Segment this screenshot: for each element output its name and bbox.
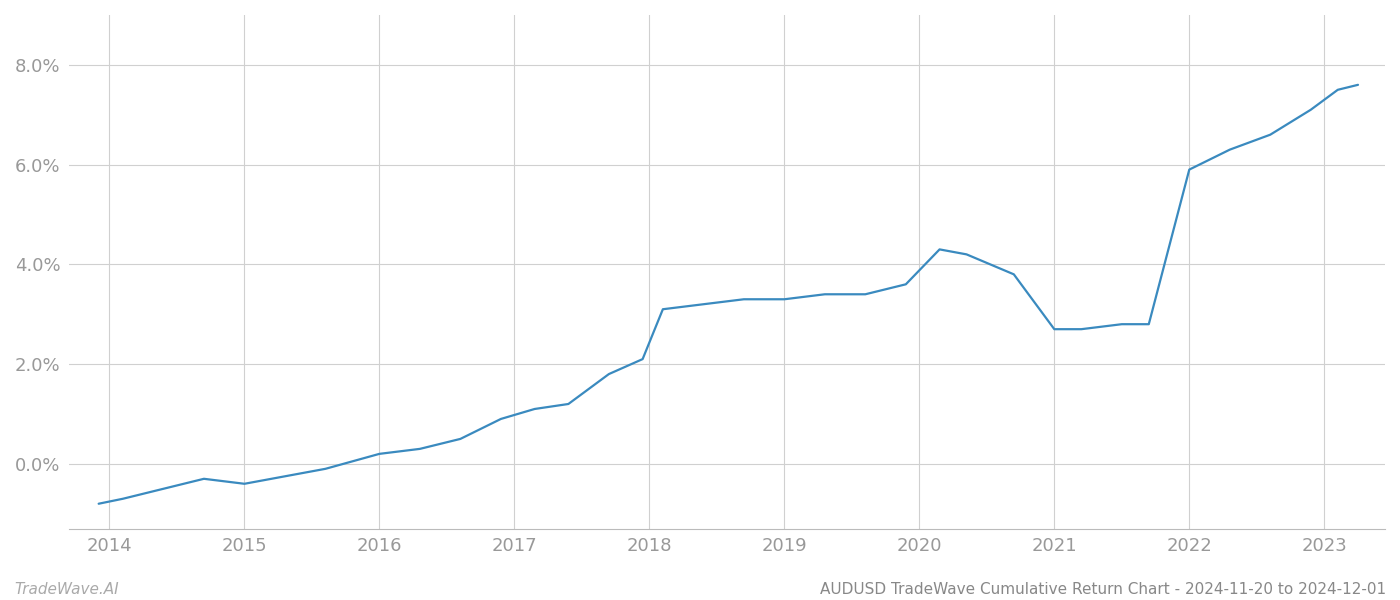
Text: AUDUSD TradeWave Cumulative Return Chart - 2024-11-20 to 2024-12-01: AUDUSD TradeWave Cumulative Return Chart… xyxy=(820,582,1386,597)
Text: TradeWave.AI: TradeWave.AI xyxy=(14,582,119,597)
